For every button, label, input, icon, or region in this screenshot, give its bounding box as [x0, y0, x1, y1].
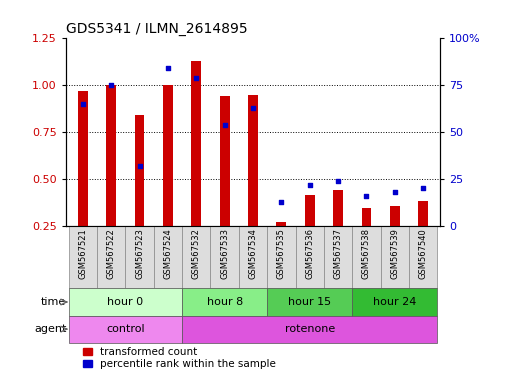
Text: GSM567535: GSM567535 [276, 228, 285, 279]
Text: GSM567537: GSM567537 [333, 228, 342, 279]
FancyBboxPatch shape [69, 288, 182, 316]
FancyBboxPatch shape [210, 226, 238, 288]
Text: hour 24: hour 24 [372, 297, 416, 307]
Text: GSM567534: GSM567534 [248, 228, 257, 279]
Text: time: time [41, 297, 66, 307]
FancyBboxPatch shape [182, 226, 210, 288]
FancyBboxPatch shape [69, 316, 182, 343]
Text: GSM567523: GSM567523 [135, 228, 144, 279]
Bar [247, 95, 258, 226]
Point [390, 189, 398, 195]
Legend: transformed count, percentile rank within the sample: transformed count, percentile rank withi… [82, 346, 276, 370]
Text: hour 0: hour 0 [107, 297, 143, 307]
Point [192, 75, 200, 81]
Point [135, 163, 143, 169]
FancyBboxPatch shape [380, 226, 408, 288]
Text: GSM567532: GSM567532 [191, 228, 200, 279]
Bar [361, 208, 371, 226]
Bar [389, 206, 399, 226]
FancyBboxPatch shape [182, 316, 436, 343]
FancyBboxPatch shape [69, 226, 97, 288]
Point [164, 65, 172, 71]
FancyBboxPatch shape [295, 226, 323, 288]
Bar [276, 222, 286, 226]
FancyBboxPatch shape [97, 226, 125, 288]
Point [220, 122, 228, 128]
Text: hour 15: hour 15 [288, 297, 331, 307]
Point [333, 178, 341, 184]
Point [277, 199, 285, 205]
Bar [191, 61, 201, 226]
Bar [134, 115, 144, 226]
Text: rotenone: rotenone [284, 324, 334, 334]
FancyBboxPatch shape [238, 226, 267, 288]
Text: GSM567521: GSM567521 [78, 228, 87, 278]
Text: GSM567536: GSM567536 [305, 228, 314, 279]
FancyBboxPatch shape [267, 288, 351, 316]
Text: GSM567538: GSM567538 [361, 228, 370, 279]
Point [418, 185, 426, 192]
Point [248, 105, 257, 111]
Text: GSM567539: GSM567539 [389, 228, 398, 279]
Point [305, 182, 313, 188]
Text: GDS5341 / ILMN_2614895: GDS5341 / ILMN_2614895 [66, 22, 247, 36]
Text: control: control [106, 324, 144, 334]
FancyBboxPatch shape [351, 226, 380, 288]
Point [79, 101, 87, 107]
Point [107, 82, 115, 88]
Bar [219, 96, 229, 226]
Bar [163, 85, 173, 226]
Text: GSM567540: GSM567540 [418, 228, 427, 278]
FancyBboxPatch shape [125, 226, 154, 288]
Bar [418, 200, 427, 226]
FancyBboxPatch shape [182, 288, 267, 316]
Bar [106, 85, 116, 226]
Bar [304, 195, 314, 226]
FancyBboxPatch shape [154, 226, 182, 288]
Bar [78, 91, 87, 226]
Text: GSM567533: GSM567533 [220, 228, 229, 279]
Text: GSM567524: GSM567524 [163, 228, 172, 278]
FancyBboxPatch shape [267, 226, 295, 288]
Text: hour 8: hour 8 [206, 297, 242, 307]
Text: agent: agent [34, 324, 66, 334]
Bar [332, 190, 342, 226]
FancyBboxPatch shape [323, 226, 351, 288]
FancyBboxPatch shape [351, 288, 436, 316]
FancyBboxPatch shape [408, 226, 436, 288]
Text: GSM567522: GSM567522 [107, 228, 116, 278]
Point [362, 193, 370, 199]
